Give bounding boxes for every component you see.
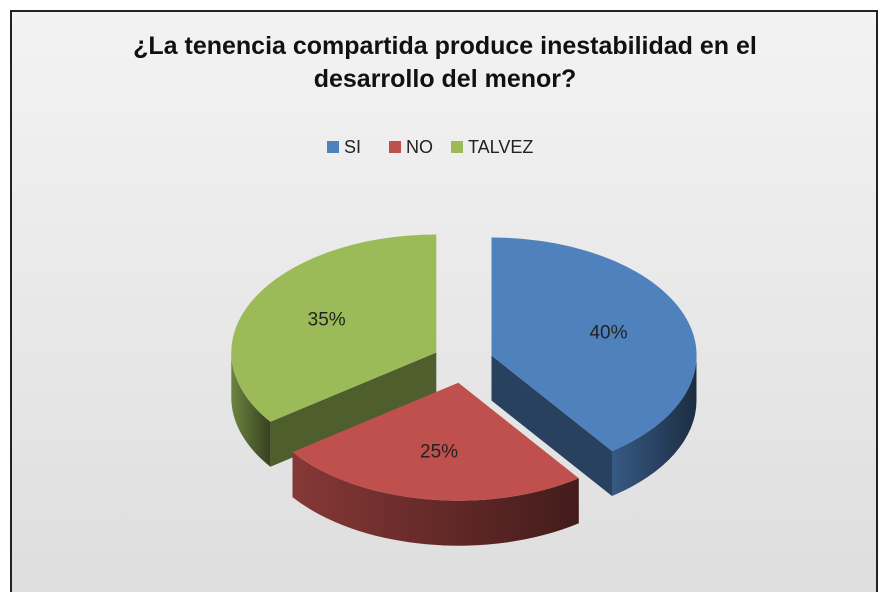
legend-label: SI xyxy=(344,137,361,157)
data-label: 35% xyxy=(308,309,346,330)
slice-top xyxy=(491,237,697,451)
chart-title: ¿La tenencia compartida produce inestabi… xyxy=(133,32,757,93)
legend-swatch xyxy=(451,141,463,153)
legend-swatch xyxy=(389,141,401,153)
pie-slice xyxy=(491,237,697,496)
legend-label: TALVEZ xyxy=(468,137,533,157)
legend-label: NO xyxy=(406,137,433,157)
slice-side xyxy=(491,355,612,496)
data-label: 40% xyxy=(589,323,627,344)
pie-slice xyxy=(292,382,579,546)
legend-swatch xyxy=(327,141,339,153)
slice-side xyxy=(270,352,437,467)
slice-wall xyxy=(231,352,271,467)
slice-top xyxy=(292,382,579,501)
slice-wall xyxy=(612,355,697,496)
slice-top xyxy=(231,234,437,422)
chart: SI NO TALVEZ 35% 40% 25% xyxy=(231,137,697,546)
data-label: 25% xyxy=(420,442,458,463)
pie-slice xyxy=(231,234,437,467)
slice-wall xyxy=(292,452,579,546)
